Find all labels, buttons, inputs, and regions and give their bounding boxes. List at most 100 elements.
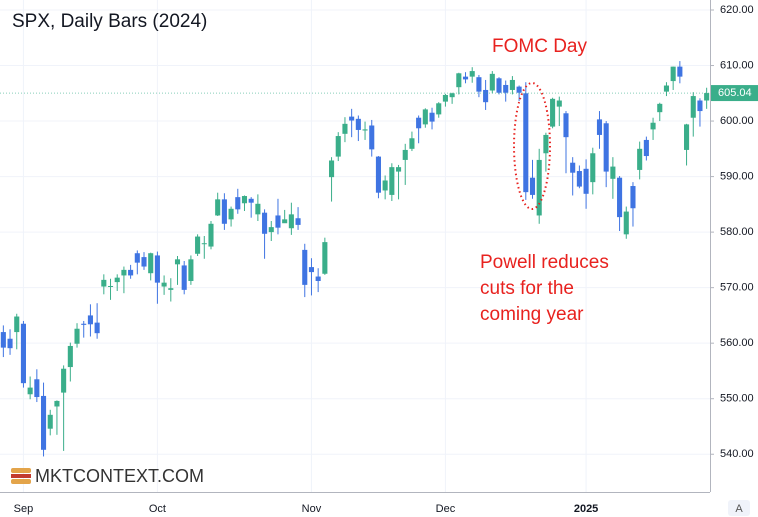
logo: MKTCONTEXT.COM bbox=[11, 466, 204, 486]
candle-body bbox=[107, 285, 114, 287]
auto-scale-button[interactable] bbox=[728, 500, 750, 516]
candle-body bbox=[637, 148, 643, 170]
annotation: Powell reduces bbox=[480, 252, 609, 273]
candle-body bbox=[188, 259, 194, 281]
x-tick-label: 2025 bbox=[574, 503, 598, 515]
last-price-tag bbox=[711, 85, 758, 102]
y-tick-label: 610.00 bbox=[720, 59, 754, 71]
candle-body bbox=[208, 223, 214, 247]
candle-body bbox=[228, 208, 234, 220]
annotation: coming year bbox=[480, 304, 584, 325]
candle-body bbox=[590, 153, 596, 183]
candle-body bbox=[87, 315, 93, 325]
candle-body bbox=[215, 199, 221, 216]
candle-body bbox=[0, 332, 6, 348]
candle-body bbox=[14, 316, 20, 333]
candle-body bbox=[61, 368, 67, 393]
axis-button[interactable]: A bbox=[728, 500, 750, 516]
candle-body bbox=[422, 109, 428, 125]
candle-body bbox=[369, 125, 375, 150]
candle-body bbox=[168, 288, 174, 290]
candle-body bbox=[241, 196, 248, 204]
candle-body bbox=[630, 186, 636, 209]
chart-title: SPX, Daily Bars (2024) bbox=[12, 11, 207, 32]
candle-body bbox=[288, 214, 294, 229]
candle-body bbox=[275, 215, 281, 228]
candle-body bbox=[483, 89, 489, 103]
annotation: cuts for the bbox=[480, 278, 574, 299]
y-tick-label: 540.00 bbox=[720, 448, 754, 460]
candle-body bbox=[74, 328, 80, 344]
candle-body bbox=[47, 414, 53, 429]
candle-body bbox=[20, 323, 26, 384]
candle-body bbox=[663, 85, 670, 92]
last-price-label: 605.04 bbox=[718, 87, 752, 99]
x-tick-label: Oct bbox=[149, 503, 166, 515]
candle-body bbox=[34, 379, 40, 398]
y-tick-label: 560.00 bbox=[720, 337, 754, 349]
candle-body bbox=[27, 387, 33, 395]
candle-body bbox=[704, 93, 710, 101]
candle-body bbox=[462, 76, 469, 80]
candle-body bbox=[235, 197, 241, 210]
candle-body bbox=[516, 86, 522, 93]
candle-body bbox=[315, 276, 321, 281]
candle-body bbox=[409, 138, 415, 149]
x-tick-label: Sep bbox=[14, 503, 34, 515]
candle-body bbox=[436, 103, 442, 115]
candle-body bbox=[322, 242, 328, 274]
candle-body bbox=[536, 159, 542, 216]
candle-body bbox=[81, 323, 87, 325]
candle-body bbox=[670, 66, 676, 82]
logo-icon bbox=[11, 474, 31, 478]
candle-body bbox=[94, 322, 100, 334]
y-tick-label: 580.00 bbox=[720, 226, 754, 238]
candle-body bbox=[523, 93, 529, 193]
candle-body bbox=[442, 94, 448, 102]
candle-body bbox=[262, 212, 268, 234]
candle-body bbox=[576, 171, 582, 187]
x-tick-label: Nov bbox=[302, 503, 322, 515]
candle-body bbox=[375, 156, 381, 193]
candle-body bbox=[623, 211, 629, 235]
candle-body bbox=[255, 203, 261, 215]
logo-icon bbox=[11, 479, 31, 484]
candle-body bbox=[114, 277, 120, 283]
candle-body bbox=[489, 73, 495, 91]
candle-body bbox=[302, 249, 308, 285]
candle-body bbox=[543, 134, 549, 154]
candle-body bbox=[509, 79, 515, 90]
candle-body bbox=[248, 198, 254, 203]
candle-body bbox=[161, 282, 167, 287]
candles bbox=[0, 61, 710, 457]
candle-body bbox=[617, 177, 623, 218]
candle-body bbox=[643, 139, 649, 157]
candle-body bbox=[282, 219, 288, 224]
y-tick-label: 570.00 bbox=[720, 282, 754, 294]
candle-body bbox=[382, 180, 388, 191]
watermark: MKTCONTEXT.COM bbox=[35, 466, 204, 486]
candle-body bbox=[154, 255, 160, 283]
fomc-highlight bbox=[513, 82, 551, 210]
candle-body bbox=[201, 243, 207, 245]
candle-body bbox=[40, 395, 47, 450]
candle-body bbox=[141, 257, 147, 267]
candle-body bbox=[476, 77, 482, 92]
candle-body bbox=[657, 103, 663, 113]
candle-body bbox=[148, 253, 154, 274]
candle-body bbox=[684, 124, 690, 150]
candle-body bbox=[563, 113, 569, 138]
candle-body bbox=[395, 167, 402, 172]
candle-body bbox=[550, 98, 556, 127]
candle-body bbox=[308, 267, 315, 273]
candle-body bbox=[570, 162, 576, 173]
candle-body bbox=[449, 93, 455, 98]
candle-body bbox=[503, 84, 509, 93]
candle-body bbox=[268, 227, 274, 233]
candle-body bbox=[416, 117, 422, 129]
x-tick-label: Dec bbox=[436, 503, 456, 515]
candle-body bbox=[677, 66, 683, 77]
y-tick-label: 620.00 bbox=[720, 4, 754, 16]
candle-body bbox=[469, 71, 475, 77]
candle-body bbox=[101, 279, 107, 287]
